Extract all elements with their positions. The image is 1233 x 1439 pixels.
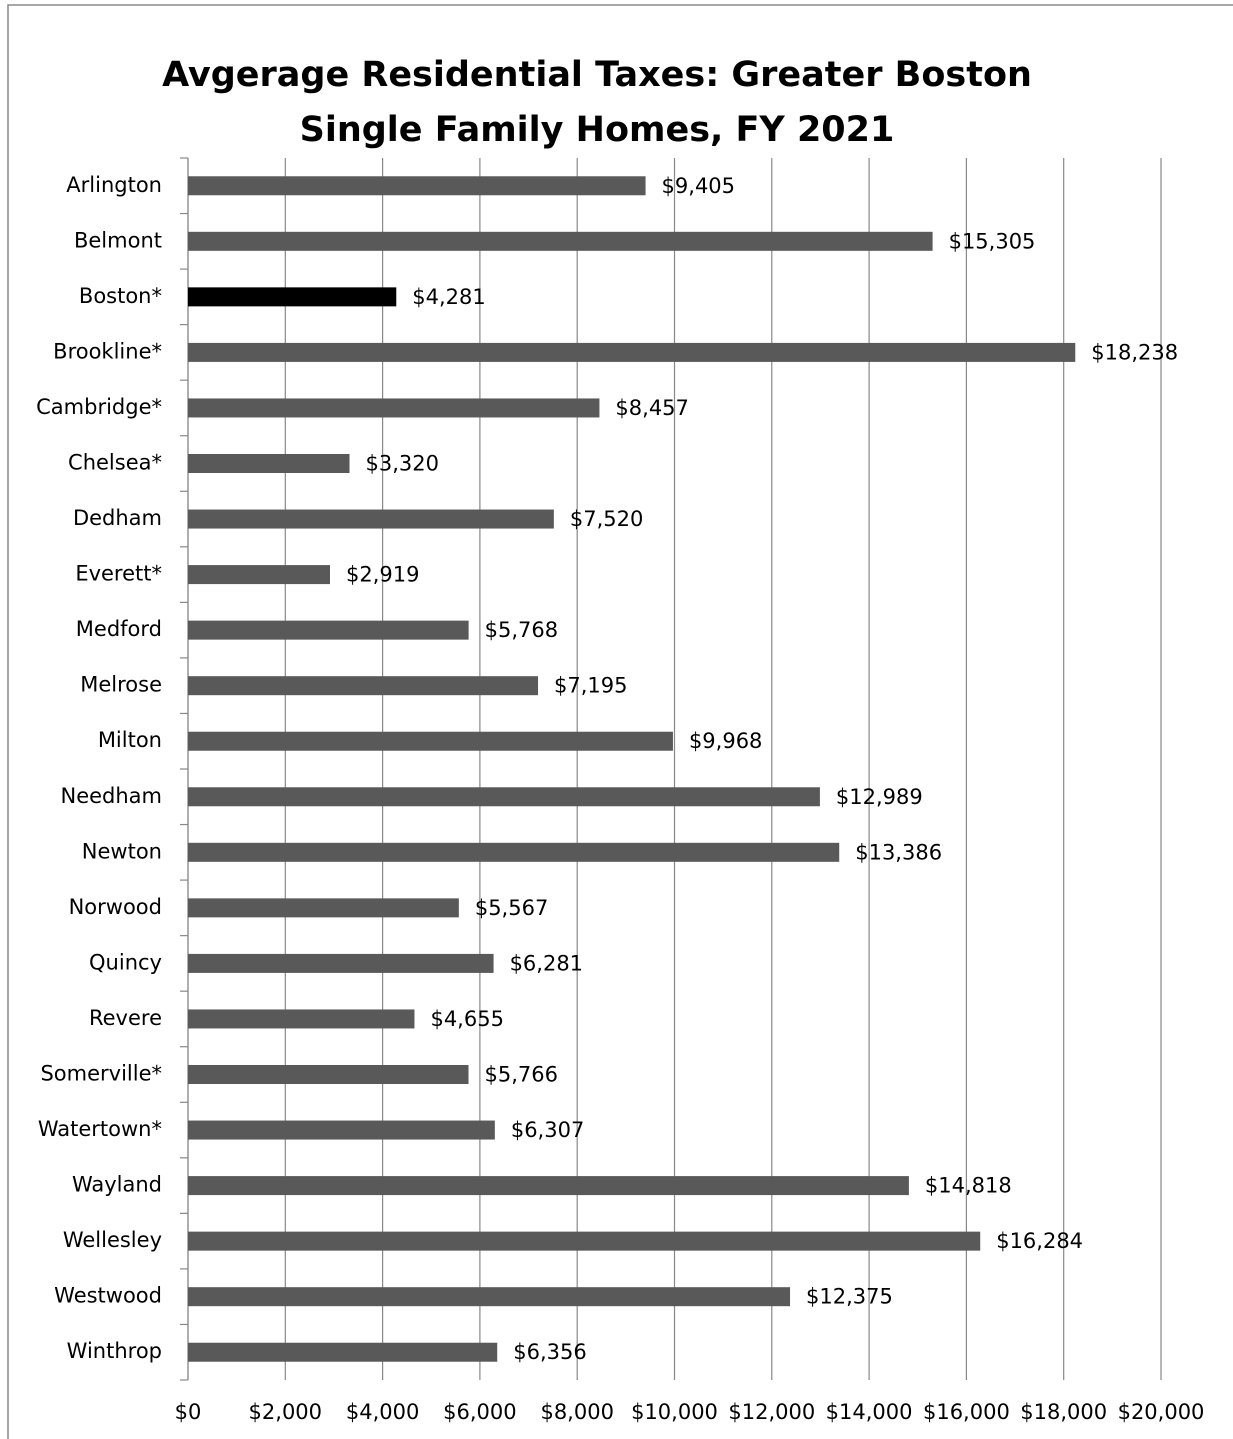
- y-tick-label: Wellesley: [63, 1228, 162, 1252]
- y-tick-label: Newton: [82, 839, 162, 863]
- value-label: $2,919: [346, 563, 419, 587]
- value-label: $7,520: [570, 507, 643, 531]
- value-label: $6,356: [513, 1340, 586, 1364]
- bar: [188, 1065, 469, 1084]
- x-tick-label: $2,000: [249, 1400, 322, 1424]
- x-tick-label: $14,000: [826, 1400, 913, 1424]
- value-label: $12,375: [806, 1285, 893, 1309]
- x-tick-label: $10,000: [631, 1400, 718, 1424]
- value-label: $7,195: [554, 674, 627, 698]
- y-tick-label: Cambridge*: [36, 395, 162, 419]
- bar: [188, 1342, 498, 1362]
- y-tick-label: Boston*: [79, 284, 162, 308]
- value-label: $5,768: [485, 618, 558, 642]
- value-label: $9,405: [662, 174, 735, 198]
- x-tick-label: $4,000: [346, 1400, 419, 1424]
- y-tick-label: Revere: [89, 1006, 162, 1030]
- x-tick-label: $20,000: [1118, 1400, 1205, 1424]
- value-label: $8,457: [615, 396, 688, 420]
- bar: [188, 953, 494, 973]
- y-tick-label: Somerville*: [40, 1062, 162, 1086]
- y-tick-label: Milton: [98, 728, 162, 752]
- bar: [188, 565, 331, 585]
- y-tick-label: Arlington: [66, 173, 162, 197]
- value-label: $15,305: [949, 229, 1036, 253]
- y-tick-label: Medford: [76, 617, 162, 641]
- value-label: $3,320: [366, 452, 439, 476]
- bar: [188, 898, 459, 918]
- y-tick-label: Melrose: [80, 673, 162, 697]
- y-tick-label: Westwood: [54, 1284, 162, 1308]
- bar: [188, 1287, 791, 1307]
- bar: [188, 287, 397, 307]
- y-tick-label: Everett*: [75, 562, 162, 586]
- y-tick-label: Needham: [60, 784, 162, 808]
- value-label: $4,655: [430, 1007, 503, 1031]
- y-tick-label: Dedham: [73, 506, 162, 530]
- y-tick-label: Chelsea*: [68, 451, 162, 475]
- value-label: $14,818: [925, 1174, 1012, 1198]
- y-tick-label: Watertown*: [38, 1117, 162, 1141]
- bar: [188, 231, 933, 251]
- bar: [188, 454, 350, 473]
- y-tick-label: Quincy: [89, 950, 162, 974]
- bar: [188, 1009, 415, 1029]
- x-tick-label: $12,000: [728, 1400, 815, 1424]
- y-tick-label: Norwood: [69, 895, 162, 919]
- bar: [188, 1120, 495, 1140]
- y-tick-label: Brookline*: [53, 339, 162, 363]
- chart-frame: [7, 4, 1233, 1439]
- value-label: $6,307: [511, 1118, 584, 1142]
- x-tick-label: $8,000: [540, 1400, 613, 1424]
- value-label: $13,386: [855, 840, 942, 864]
- x-tick-label: $18,000: [1020, 1400, 1107, 1424]
- x-tick-label: $0: [175, 1400, 202, 1424]
- x-tick-label: $6,000: [443, 1400, 516, 1424]
- value-label: $5,766: [485, 1063, 558, 1087]
- value-label: $5,567: [475, 896, 548, 920]
- chart-title: Avgerage Residential Taxes: Greater Bost…: [162, 55, 1032, 150]
- bar: [188, 342, 1076, 362]
- y-tick-label: Wayland: [72, 1173, 162, 1197]
- bar: [188, 787, 820, 807]
- value-label: $18,238: [1091, 340, 1178, 364]
- bar: [188, 1176, 909, 1196]
- bar: [188, 1231, 981, 1251]
- x-tick-label: $16,000: [923, 1400, 1010, 1424]
- bar: [188, 676, 539, 696]
- value-label: $9,968: [689, 729, 762, 753]
- value-label: $4,281: [412, 285, 485, 309]
- bar: [188, 176, 646, 196]
- bar: [188, 842, 840, 862]
- y-tick-label: Belmont: [74, 228, 162, 252]
- value-label: $12,989: [836, 785, 923, 809]
- value-label: $6,281: [510, 951, 583, 975]
- value-label: $16,284: [996, 1229, 1083, 1253]
- bar: [188, 398, 600, 418]
- bar: [188, 731, 673, 751]
- bar: [188, 620, 469, 640]
- y-tick-label: Winthrop: [67, 1339, 162, 1363]
- bar: [188, 509, 554, 529]
